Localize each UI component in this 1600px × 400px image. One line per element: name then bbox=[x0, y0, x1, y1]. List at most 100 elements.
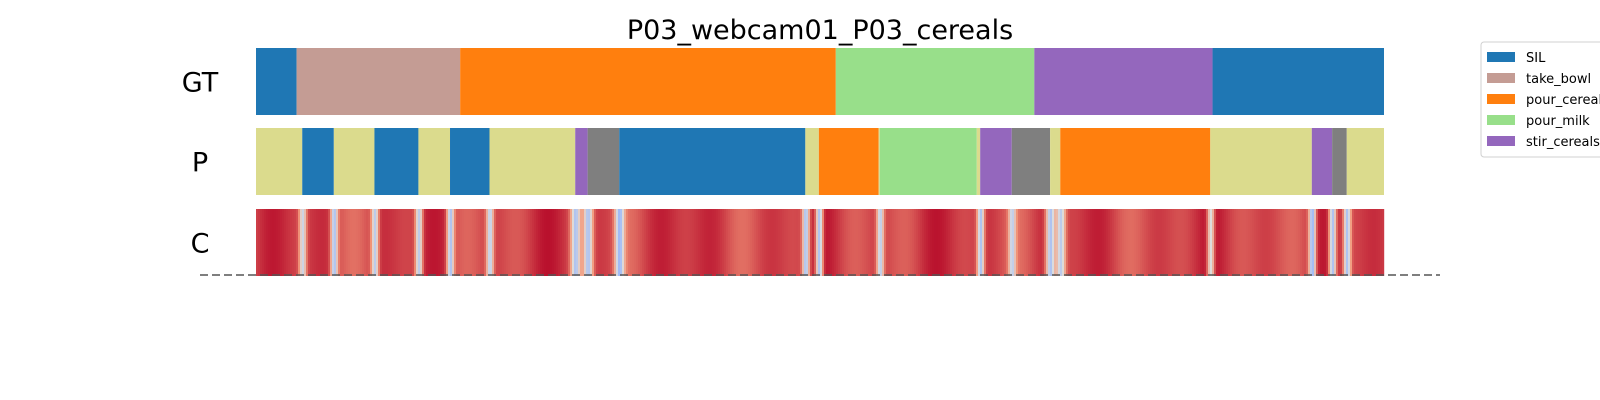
confidence-cell bbox=[1194, 209, 1197, 276]
confidence-cell bbox=[530, 209, 533, 276]
confidence-cell bbox=[290, 209, 293, 276]
confidence-cell bbox=[688, 209, 691, 276]
confidence-cell bbox=[464, 209, 467, 276]
confidence-cell bbox=[548, 209, 551, 276]
confidence-cell bbox=[716, 209, 719, 276]
confidence-cell bbox=[1126, 209, 1129, 276]
confidence-cell bbox=[850, 209, 853, 276]
confidence-cell bbox=[302, 209, 305, 276]
confidence-cell bbox=[1350, 209, 1353, 276]
segment-unlabeled bbox=[489, 128, 576, 195]
confidence-cell bbox=[1260, 209, 1263, 276]
confidence-cell bbox=[1030, 209, 1033, 276]
confidence-cell bbox=[442, 209, 445, 276]
row-p: P bbox=[192, 128, 1384, 195]
confidence-cell bbox=[1296, 209, 1299, 276]
confidence-cell bbox=[1356, 209, 1359, 276]
confidence-cell bbox=[1254, 209, 1257, 276]
confidence-cell bbox=[770, 209, 773, 276]
confidence-cell bbox=[1336, 209, 1339, 276]
confidence-cell bbox=[1230, 209, 1233, 276]
confidence-cell bbox=[452, 209, 455, 276]
confidence-cell bbox=[622, 209, 625, 276]
confidence-cell bbox=[1322, 209, 1325, 276]
segment-pour_cereals bbox=[818, 128, 879, 195]
confidence-cell bbox=[854, 209, 857, 276]
confidence-cell bbox=[786, 209, 789, 276]
confidence-cell bbox=[1170, 209, 1173, 276]
confidence-cell bbox=[1370, 209, 1373, 276]
confidence-cell bbox=[1318, 209, 1321, 276]
confidence-cell bbox=[664, 209, 667, 276]
confidence-cell bbox=[1066, 209, 1069, 276]
confidence-cell bbox=[624, 209, 627, 276]
confidence-cell bbox=[1310, 209, 1313, 276]
confidence-cell bbox=[1118, 209, 1121, 276]
confidence-cell bbox=[374, 209, 377, 276]
confidence-cell bbox=[894, 209, 897, 276]
segment-unlabeled bbox=[1332, 128, 1347, 195]
confidence-cell bbox=[1212, 209, 1215, 276]
segment-SIL bbox=[302, 128, 334, 195]
confidence-cell bbox=[750, 209, 753, 276]
confidence-cell bbox=[856, 209, 859, 276]
confidence-cell bbox=[638, 209, 641, 276]
confidence-cell bbox=[1064, 209, 1067, 276]
confidence-cell bbox=[282, 209, 285, 276]
confidence-cell bbox=[864, 209, 867, 276]
confidence-cell bbox=[790, 209, 793, 276]
confidence-cell bbox=[1376, 209, 1379, 276]
confidence-cell bbox=[410, 209, 413, 276]
segment-unlabeled bbox=[418, 128, 451, 195]
confidence-cell bbox=[1216, 209, 1219, 276]
confidence-cell bbox=[1092, 209, 1095, 276]
confidence-cell bbox=[504, 209, 507, 276]
confidence-cell bbox=[984, 209, 987, 276]
confidence-cell bbox=[1172, 209, 1175, 276]
confidence-cell bbox=[1324, 209, 1327, 276]
confidence-cell bbox=[1026, 209, 1029, 276]
confidence-cell bbox=[834, 209, 837, 276]
confidence-cell bbox=[370, 209, 373, 276]
confidence-cell bbox=[448, 209, 451, 276]
confidence-cell bbox=[1196, 209, 1199, 276]
confidence-cell bbox=[616, 209, 619, 276]
confidence-cell bbox=[644, 209, 647, 276]
confidence-cell bbox=[304, 209, 307, 276]
confidence-cell bbox=[674, 209, 677, 276]
legend-label: stir_cereals bbox=[1526, 135, 1600, 150]
confidence-cell bbox=[272, 209, 275, 276]
confidence-cell bbox=[966, 209, 969, 276]
segment-SIL bbox=[374, 128, 419, 195]
confidence-cell bbox=[408, 209, 411, 276]
confidence-cell bbox=[424, 209, 427, 276]
confidence-cell bbox=[1070, 209, 1073, 276]
confidence-cell bbox=[1002, 209, 1005, 276]
confidence-cell bbox=[398, 209, 401, 276]
confidence-cell bbox=[1144, 209, 1147, 276]
confidence-cell bbox=[886, 209, 889, 276]
confidence-cell bbox=[412, 209, 415, 276]
confidence-cell bbox=[402, 209, 405, 276]
confidence-cell bbox=[406, 209, 409, 276]
confidence-cell bbox=[580, 209, 583, 276]
confidence-cell bbox=[836, 209, 839, 276]
confidence-cell bbox=[520, 209, 523, 276]
confidence-cell bbox=[576, 209, 579, 276]
confidence-cell bbox=[540, 209, 543, 276]
confidence-cell bbox=[896, 209, 899, 276]
confidence-cell bbox=[492, 209, 495, 276]
confidence-cell bbox=[352, 209, 355, 276]
confidence-cell bbox=[948, 209, 951, 276]
confidence-cell bbox=[334, 209, 337, 276]
confidence-cell bbox=[336, 209, 339, 276]
confidence-cell bbox=[920, 209, 923, 276]
confidence-cell bbox=[1218, 209, 1221, 276]
confidence-cell bbox=[1304, 209, 1307, 276]
confidence-cell bbox=[1068, 209, 1071, 276]
confidence-cell bbox=[1116, 209, 1119, 276]
segment-SIL bbox=[619, 128, 806, 195]
confidence-cell bbox=[1362, 209, 1365, 276]
chart-rows: GT P C bbox=[182, 48, 1385, 276]
confidence-cell bbox=[344, 209, 347, 276]
